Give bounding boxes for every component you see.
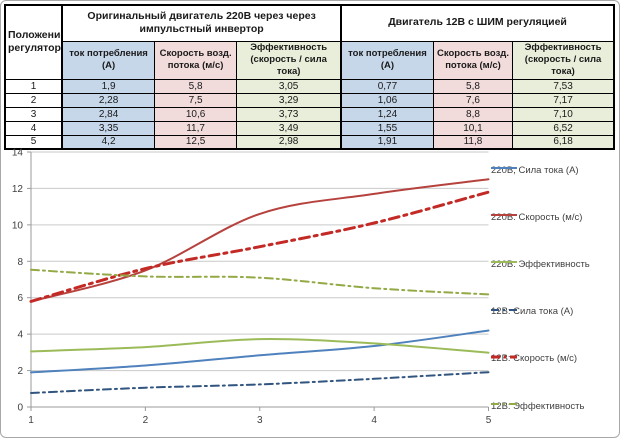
legend-swatch-line	[491, 261, 517, 264]
comparison-table: Положение регулятора Оригинальный двигат…	[4, 4, 615, 151]
col-header-current-12v: ток потребления (А)	[340, 40, 434, 80]
col-header-speed-12v: Скорость возд. потока (м/с)	[432, 40, 514, 80]
y-tick-label: 10	[12, 220, 24, 231]
y-tick-label: 14	[12, 148, 24, 159]
table-row: 2 2,28 7,5 3,29 1,06 7,6 7,17	[4, 92, 615, 108]
table-cell: 3,05	[236, 78, 342, 94]
legend-label: 12В: Эффективность	[491, 400, 585, 412]
table-cell: 7,6	[432, 92, 514, 108]
legend-swatch-line	[491, 308, 517, 311]
col-header-efficiency-12v: Эффективность (скорость / сила тока)	[512, 40, 615, 80]
table-cell: 2	[4, 92, 63, 108]
legend-label: 12В: Сила тока (А)	[491, 306, 574, 318]
series-line	[29, 190, 490, 303]
table-cell: 1	[4, 78, 63, 94]
table-cell: 5,8	[153, 78, 238, 94]
table-row: 1 1,9 5,8 3,05 0,77 5,8 7,53	[4, 78, 615, 94]
group-header-12v: Двигатель 12В с ШИМ регуляцией	[340, 4, 615, 42]
table-cell: 7,17	[512, 92, 615, 108]
corner-header: Положение регулятора	[4, 4, 63, 80]
table-cell: 7,5	[153, 92, 238, 108]
y-tick-label: 2	[17, 366, 23, 377]
y-tick-label: 8	[17, 257, 23, 268]
x-tick-label: 5	[486, 415, 492, 426]
table-cell: 3,35	[61, 120, 155, 136]
series-line	[30, 178, 490, 303]
legend-entry: 12В: Эффективность	[491, 399, 584, 413]
legend-swatch-line	[491, 167, 517, 169]
col-header-current-220v: ток потребления (А)	[61, 40, 155, 80]
table-cell: 3,73	[236, 106, 342, 122]
table-cell: 1,24	[340, 106, 434, 122]
table-cell: 1,55	[340, 120, 434, 136]
table-cell: 5,8	[432, 78, 514, 94]
legend-entry: 12В: Скорость (м/с)	[491, 352, 577, 366]
table-cell: 8,8	[432, 106, 514, 122]
legend-label: 220В, Сила тока (А)	[491, 164, 579, 176]
series-line	[30, 338, 490, 354]
table-cell: 10,6	[153, 106, 238, 122]
x-tick-label: 2	[143, 415, 149, 426]
legend-swatch-line	[491, 355, 517, 359]
x-tick-label: 4	[371, 415, 377, 426]
legend-entry: 12В: Сила тока (А)	[491, 305, 573, 319]
table-cell: 2,98	[236, 134, 342, 150]
table-row: 4 3,35 11,7 3,49 1,55 10,1 6,52	[4, 120, 615, 136]
y-tick-label: 12	[12, 184, 24, 195]
table-cell: 1,9	[61, 78, 155, 94]
y-tick-label: 0	[17, 403, 23, 414]
y-tick-label: 6	[17, 293, 23, 304]
table-cell: 10,1	[432, 120, 514, 136]
x-tick-label: 3	[257, 415, 263, 426]
chart: 0 2 4 6 8 10 12 14 1 2 3 4 5 220В, Сила тока (А) 220В…	[1, 146, 619, 437]
table-row: 5 4,2 12,5 2,98 1,91 11,8 6,18	[4, 134, 615, 150]
legend-entry: 220В, Сила тока (А)	[491, 163, 579, 177]
table-cell: 1,91	[340, 134, 434, 150]
table-cell: 12,5	[153, 134, 238, 150]
col-header-speed-220v: Скорость возд. потока (м/с)	[153, 40, 238, 80]
series-line	[30, 371, 490, 394]
table-cell: 7,53	[512, 78, 615, 94]
table-cell: 4,2	[61, 134, 155, 150]
table-cell: 0,77	[340, 78, 434, 94]
table-cell: 5	[4, 134, 63, 150]
table-cell: 2,28	[61, 92, 155, 108]
legend-label: 12В: Скорость (м/с)	[491, 353, 578, 365]
table-body: 1 1,9 5,8 3,05 0,77 5,8 7,53 2 2,28 7,5 3,29 1,06 7,…	[4, 78, 615, 150]
table-cell: 2,84	[61, 106, 155, 122]
table-cell: 6,52	[512, 120, 615, 136]
table-cell: 11,7	[153, 120, 238, 136]
y-tick-label: 4	[17, 330, 23, 341]
x-tick-label: 1	[28, 415, 34, 426]
table-cell: 3,49	[236, 120, 342, 136]
table-cell: 1,06	[340, 92, 434, 108]
legend-entry: 220В: Скорость (м/с)	[491, 210, 582, 224]
series-line	[30, 268, 490, 296]
legend-entry: 220В: Эффективность	[491, 257, 590, 271]
table-cell: 3	[4, 106, 63, 122]
table-row: 3 2,84 10,6 3,73 1,24 8,8 7,10	[4, 106, 615, 122]
col-header-efficiency-220v: Эффективность (скорость / сила тока)	[236, 40, 342, 80]
table-cell: 6,18	[512, 134, 615, 150]
series-line	[30, 329, 490, 374]
legend-swatch-line	[491, 403, 517, 405]
legend-label: 220В: Скорость (м/с)	[491, 211, 583, 223]
table-cell: 3,29	[236, 92, 342, 108]
table-cell: 11,8	[432, 134, 514, 150]
legend-swatch-line	[491, 214, 517, 217]
table-cell: 7,10	[512, 106, 615, 122]
group-header-220v: Оригинальный двигатель 220В через через …	[61, 4, 342, 42]
table-cell: 4	[4, 120, 63, 136]
legend-label: 220В: Эффективность	[491, 258, 590, 270]
